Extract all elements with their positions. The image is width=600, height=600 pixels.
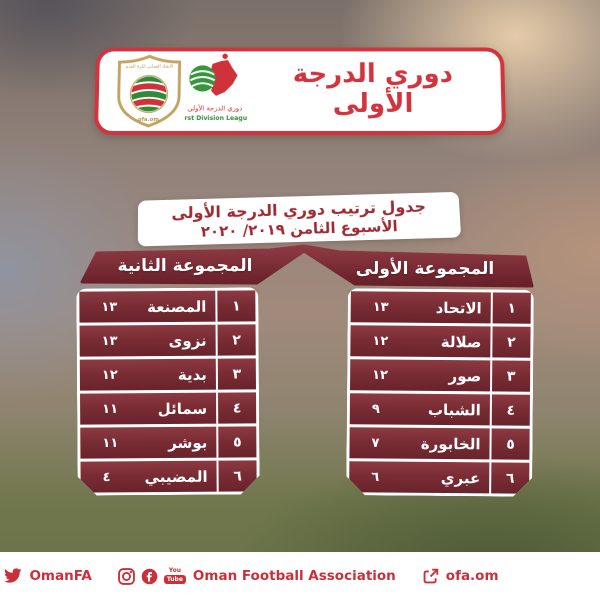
team-name: صور bbox=[448, 366, 482, 385]
rank-cell: ٢ bbox=[216, 324, 256, 355]
points-value: ١٢ bbox=[372, 333, 389, 349]
team-name: الاتحاد bbox=[435, 298, 482, 317]
instagram-icon bbox=[117, 567, 135, 585]
team-name: المصنعة bbox=[147, 297, 207, 316]
table-row: ١٣ الاتحاد ١ bbox=[351, 291, 531, 324]
points-value: ١٢ bbox=[101, 367, 118, 383]
rank-cell: ١ bbox=[491, 292, 531, 323]
team-name: المضيبي bbox=[144, 467, 208, 486]
standings-title-card: جدول ترتيب دوري الدرجة الأولى الأسبوع ال… bbox=[137, 191, 462, 247]
points-value: ١٢ bbox=[372, 367, 389, 383]
rank-cell: ٣ bbox=[216, 358, 256, 389]
team-name: نزوى bbox=[168, 331, 207, 350]
team-name: عبري bbox=[440, 468, 481, 487]
crest-bottom-text: ofa.om bbox=[138, 117, 160, 123]
league-title: دوري الدرجة الأولى bbox=[292, 59, 454, 119]
twitter-handle: OmanFA bbox=[29, 568, 92, 584]
facebook-icon bbox=[141, 568, 158, 584]
points-value: ١٣ bbox=[372, 299, 389, 315]
external-link-icon bbox=[423, 568, 439, 583]
table-row: ١٣ نزوى ٢ bbox=[80, 324, 256, 356]
league-logo-arabic-text: دوري الدرجة الأولى bbox=[187, 103, 242, 112]
table-row: ١١ بوشر ٥ bbox=[80, 426, 256, 458]
ofa-crest-logo: الاتحاد العماني لكرة القدم ofa.om bbox=[117, 55, 182, 127]
points-value: ٧ bbox=[371, 435, 380, 451]
rank-cell: ٢ bbox=[490, 326, 530, 357]
group-one-header: المجموعة الأولى bbox=[355, 259, 495, 279]
points-value: ١١ bbox=[102, 435, 119, 451]
points-value: ١١ bbox=[102, 401, 119, 417]
group-header-ribbon bbox=[80, 244, 534, 288]
youtube-icon: You Tube bbox=[163, 568, 186, 584]
table-row: ١٢ بدية ٣ bbox=[80, 358, 256, 390]
group-two-table: ١٣ المصنعة ١ ١٣ نزوى ٢ ١٢ بدية ٣ ١١ سمائل ٤ … bbox=[76, 287, 259, 495]
rank-cell: ٥ bbox=[216, 426, 256, 457]
table-row: ١١ سمائل ٤ bbox=[80, 392, 256, 424]
table-row: ١٣ المصنعة ١ bbox=[79, 290, 255, 322]
website-url: ofa.om bbox=[445, 568, 499, 584]
team-name: الخابورة bbox=[420, 434, 481, 453]
table-row: ٤ المضيبي ٦ bbox=[80, 460, 256, 492]
org-name: Oman Football Association bbox=[192, 568, 396, 584]
crest-top-text: الاتحاد العماني لكرة القدم bbox=[126, 64, 174, 70]
league-banner: الاتحاد العماني لكرة القدم ofa.om دوري ا… bbox=[93, 47, 507, 136]
rank-cell: ١ bbox=[215, 290, 255, 321]
table-row: ٦ عبري ٦ bbox=[349, 461, 529, 494]
social-links-group[interactable]: You Tube Oman Football Association bbox=[117, 567, 396, 585]
league-logo-english-text: First Division League bbox=[184, 115, 247, 122]
group-one-table: ١٣ الاتحاد ١ ١٢ صلالة ٢ ١٢ صور ٣ ٩ الشباب ٤ … bbox=[346, 288, 534, 497]
points-value: ٩ bbox=[371, 401, 380, 417]
points-value: ١٣ bbox=[101, 299, 118, 315]
table-row: ١٢ صلالة ٢ bbox=[350, 325, 530, 358]
team-name: الشباب bbox=[427, 400, 481, 419]
points-value: ٦ bbox=[371, 469, 380, 485]
table-row: ٧ الخابورة ٥ bbox=[349, 427, 529, 460]
group-two-header: المجموعة الثانية bbox=[117, 256, 253, 276]
points-value: ٤ bbox=[102, 469, 111, 485]
twitter-icon bbox=[4, 568, 22, 583]
footer-bar: OmanFA You Tube Oman Football Associatio… bbox=[0, 552, 600, 600]
rank-cell: ٥ bbox=[489, 428, 529, 459]
standings-title-line2: الأسبوع الثامن ٢٠١٩/ ٢٠٢٠ bbox=[200, 216, 399, 241]
team-name: سمائل bbox=[157, 399, 208, 418]
twitter-handle-link[interactable]: OmanFA bbox=[3, 568, 92, 584]
table-row: ٩ الشباب ٤ bbox=[350, 393, 530, 426]
table-row: ١٢ صور ٣ bbox=[350, 359, 530, 392]
team-name: بدية bbox=[177, 365, 207, 384]
points-value: ١٣ bbox=[101, 333, 118, 349]
website-link[interactable]: ofa.om bbox=[422, 568, 499, 585]
first-division-league-logo: دوري الدرجة الأولى First Division League bbox=[184, 53, 247, 122]
rank-cell: ٤ bbox=[490, 394, 530, 425]
team-name: صلالة bbox=[440, 332, 482, 351]
team-name: بوشر bbox=[168, 433, 208, 452]
rank-cell: ٤ bbox=[216, 392, 256, 423]
rank-cell: ٣ bbox=[490, 360, 530, 391]
